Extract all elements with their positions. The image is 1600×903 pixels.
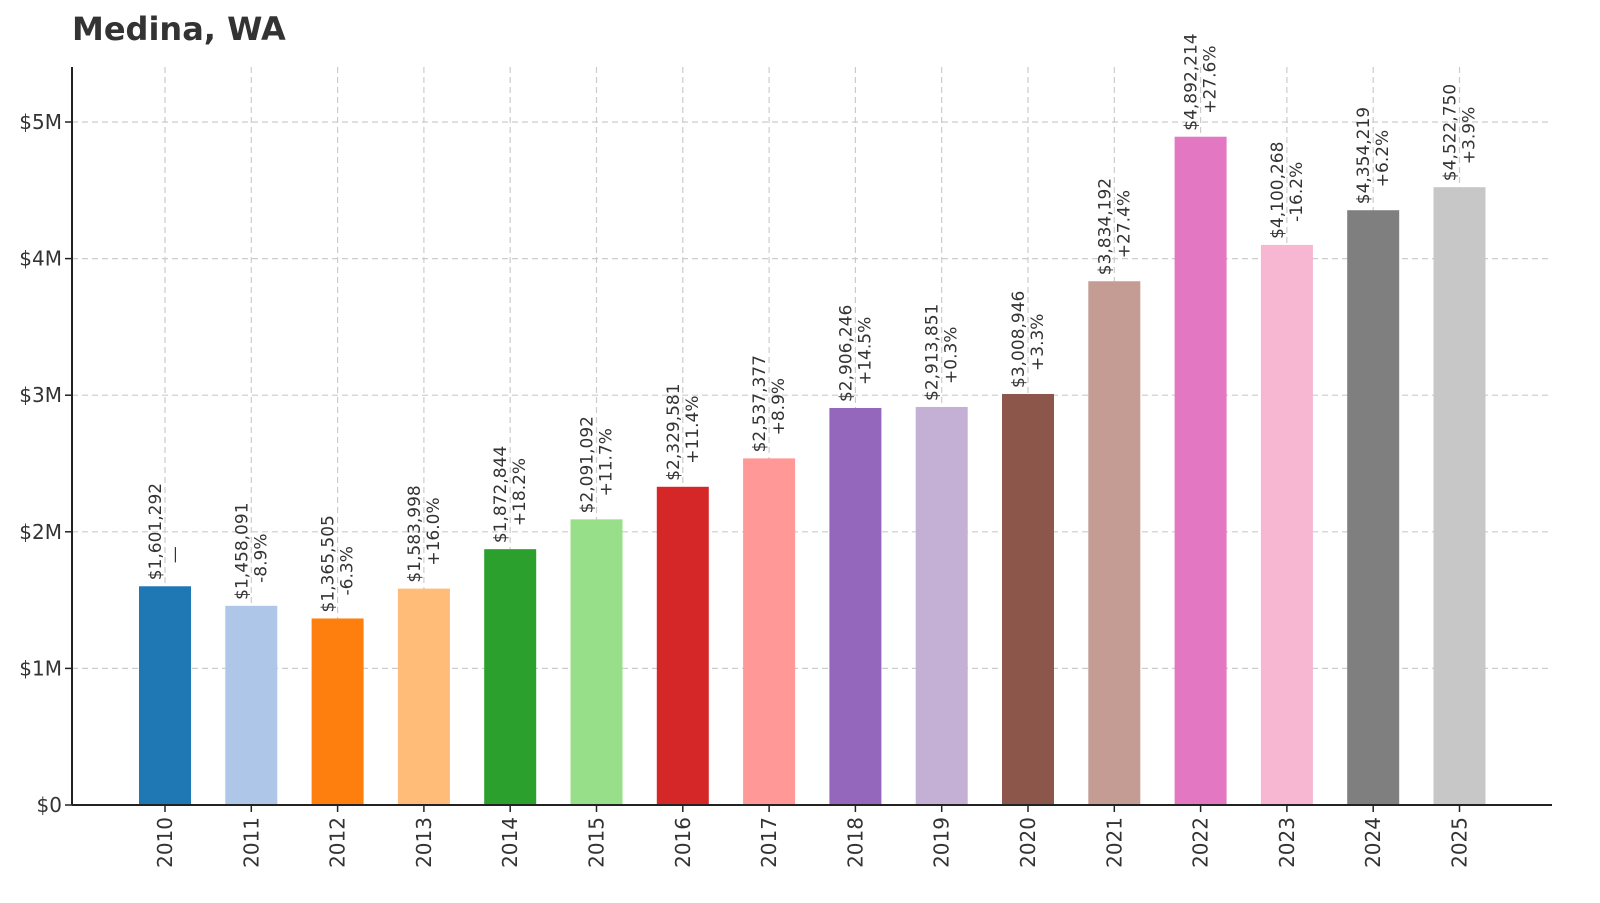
value-label-2017: $2,537,377: [750, 355, 770, 452]
bar-2019: [915, 406, 968, 805]
bar-2011: [225, 605, 278, 805]
bar-2024: [1347, 210, 1400, 805]
change-label-2010: —: [165, 546, 185, 563]
x-tick-label-2022: 2022: [1189, 817, 1213, 868]
value-label-2015: $2,091,092: [578, 416, 598, 513]
change-label-2018: +14.5%: [855, 317, 875, 385]
value-label-2018: $2,906,246: [836, 305, 856, 402]
value-label-2011: $1,458,091: [232, 502, 252, 599]
bar-2017: [743, 458, 796, 805]
change-label-2021: +27.4%: [1114, 190, 1134, 258]
y-tick-label: $3M: [19, 383, 62, 407]
x-tick-label-2018: 2018: [843, 817, 867, 868]
change-label-2022: +27.6%: [1201, 45, 1221, 113]
change-label-2023: -16.2%: [1287, 162, 1307, 222]
value-label-2023: $4,100,268: [1268, 142, 1288, 239]
value-label-2025: $4,522,750: [1441, 84, 1461, 181]
y-tick-label: $2M: [19, 520, 62, 544]
x-tick-label-2010: 2010: [153, 817, 177, 868]
value-label-2014: $1,872,844: [491, 446, 511, 543]
x-tick-label-2024: 2024: [1361, 817, 1385, 868]
x-tick-label-2014: 2014: [498, 817, 522, 868]
change-label-2013: +16.0%: [424, 497, 444, 565]
bars: [139, 136, 1486, 806]
bar-2020: [1002, 393, 1054, 805]
change-label-2025: +3.9%: [1460, 107, 1480, 164]
change-label-2015: +11.7%: [597, 428, 617, 496]
bar-2013: [397, 588, 450, 805]
value-label-2013: $1,583,998: [405, 485, 425, 582]
bar-2021: [1088, 281, 1141, 805]
y-tick-label: $1M: [19, 656, 62, 680]
change-label-2011: -8.9%: [251, 533, 271, 582]
x-tick-label-2020: 2020: [1016, 817, 1040, 868]
change-label-2014: +18.2%: [510, 458, 530, 526]
x-tick-label-2016: 2016: [671, 817, 695, 868]
bar-2012: [311, 618, 364, 805]
bar-2014: [484, 549, 537, 805]
grid-lines: [72, 67, 1552, 805]
bar-2023: [1260, 244, 1313, 806]
value-label-2019: $2,913,851: [923, 304, 943, 401]
x-tick-label-2013: 2013: [412, 817, 436, 868]
change-label-2019: +0.3%: [942, 327, 962, 384]
x-tick-label-2012: 2012: [326, 817, 350, 868]
value-label-2021: $3,834,192: [1095, 178, 1115, 275]
change-label-2017: +8.9%: [769, 378, 789, 435]
y-tick-label: $4M: [19, 247, 62, 271]
x-tick-label-2019: 2019: [930, 817, 954, 868]
x-tick-label-2017: 2017: [757, 817, 781, 868]
axes: $0 $1M $2M $3M $4M $5M 2010 2011 2012 2013 2014 201…: [19, 67, 1552, 868]
x-tick-label-2025: 2025: [1448, 817, 1472, 868]
x-tick-label-2023: 2023: [1275, 817, 1299, 868]
change-label-2020: +3.3%: [1028, 314, 1048, 371]
value-label-2016: $2,329,581: [664, 383, 684, 480]
bar-2022: [1174, 136, 1227, 805]
value-label-2012: $1,365,505: [319, 515, 339, 612]
bar-2010: [139, 586, 191, 805]
bar-2015: [570, 519, 623, 805]
value-label-2020: $3,008,946: [1009, 291, 1029, 388]
data-labels: $1,601,292— $1,458,091-8.9% $1,365,505 -6.3…: [146, 33, 1480, 612]
change-label-2016: +11.4%: [683, 396, 703, 464]
x-tick-label-2011: 2011: [239, 817, 263, 868]
change-label-2024: +6.2%: [1373, 130, 1393, 187]
y-tick-label: $5M: [19, 110, 62, 134]
change-label-2012: -6.3%: [338, 546, 358, 595]
value-label-2010: $1,601,292: [146, 483, 166, 580]
x-tick-label-2015: 2015: [585, 817, 609, 868]
chart-title: Medina, WA: [72, 10, 286, 48]
bar-2016: [656, 486, 709, 805]
bar-2025: [1433, 187, 1486, 805]
bar-2018: [829, 408, 882, 805]
x-tick-label-2021: 2021: [1102, 817, 1126, 868]
value-label-2024: $4,354,219: [1354, 107, 1374, 204]
value-label-2022: $4,892,214: [1182, 33, 1202, 130]
y-tick-label: $0: [37, 793, 62, 817]
